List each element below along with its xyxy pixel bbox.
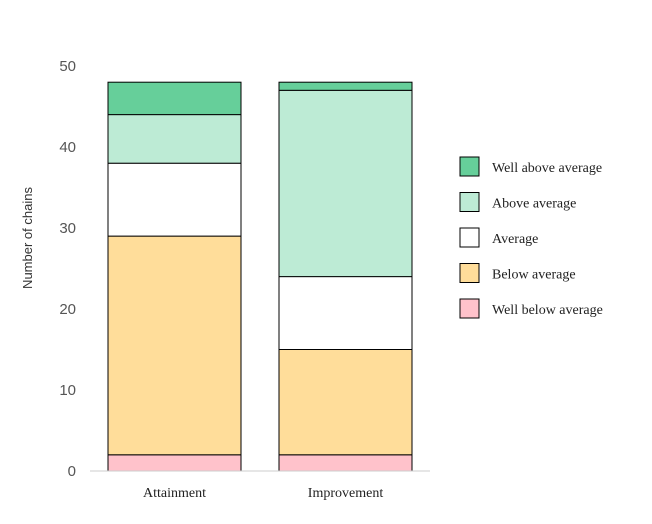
y-tick-label: 30	[59, 220, 76, 237]
bar-segment	[278, 454, 413, 472]
bar-segment	[278, 276, 413, 351]
bars	[107, 81, 413, 472]
bar-segment	[278, 81, 413, 91]
y-axis-ticks: 0 10 20 30 40 50	[59, 58, 76, 480]
legend-label: Well above average	[492, 161, 602, 176]
bar-segment	[107, 162, 242, 237]
y-axis-title: Number of chains	[20, 187, 35, 289]
x-category-label: Improvement	[308, 486, 384, 501]
bar-segment	[107, 81, 242, 116]
legend-label: Well below average	[492, 303, 603, 318]
y-tick-label: 10	[59, 382, 76, 399]
y-tick-label: 20	[59, 301, 76, 318]
legend-label: Above average	[492, 197, 576, 212]
x-axis-labels: Attainment Improvement	[143, 486, 383, 501]
legend-swatch	[459, 227, 480, 248]
legend-swatch	[459, 298, 480, 319]
y-tick-label: 0	[68, 463, 76, 480]
x-category-label: Attainment	[143, 486, 206, 501]
bar-segment	[107, 454, 242, 472]
legend-label: Average	[492, 232, 538, 247]
y-tick-label: 50	[59, 58, 76, 75]
legend-swatch	[459, 263, 480, 283]
y-tick-label: 40	[59, 139, 76, 156]
legend-swatch	[459, 156, 480, 177]
bar-segment	[278, 349, 413, 456]
legend: Well above average Above average Average Be…	[459, 156, 603, 319]
legend-swatch	[459, 192, 480, 212]
legend-label: Below average	[492, 268, 576, 283]
bar-segment	[107, 114, 242, 164]
bar-segment	[107, 235, 242, 456]
bar-segment	[278, 89, 413, 278]
